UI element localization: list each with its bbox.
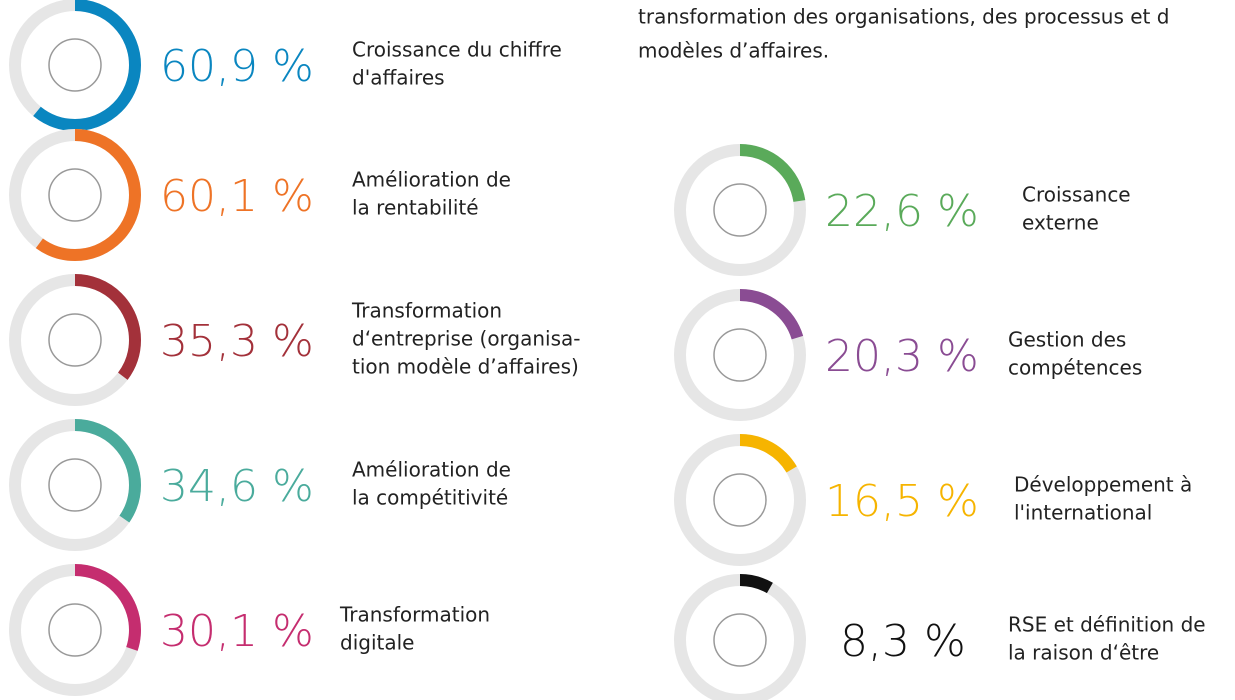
label-line: Croissance du chiffre (352, 38, 562, 62)
label-line: la rentabilité (352, 196, 479, 220)
label-line: la raison d‘être (1008, 641, 1159, 665)
label-line: d‘entreprise (organisa- (352, 327, 581, 351)
ring-arc (9, 274, 141, 406)
icon (713, 473, 767, 527)
percent: 60,9 % (160, 41, 314, 92)
percent: 8,3 % (840, 616, 966, 667)
percent: 34,6 % (160, 461, 314, 512)
percent: 30,1 % (160, 606, 314, 657)
label-line: Amélioration de (352, 168, 511, 192)
label-line: tion modèle d’affaires) (352, 355, 579, 379)
label-line: externe (1022, 211, 1099, 235)
label-line: Transformation (339, 603, 490, 627)
ring-arc (674, 434, 806, 566)
percent: 22,6 % (825, 186, 979, 237)
icon (48, 38, 102, 92)
ring-arc (674, 144, 806, 276)
label-line: RSE et définition de (1008, 613, 1206, 637)
icon (48, 313, 102, 367)
label-line: d'affaires (352, 66, 445, 90)
icon (713, 328, 767, 382)
ring-track (674, 574, 806, 700)
percent: 16,5 % (825, 476, 979, 527)
label-line: Amélioration de (352, 458, 511, 482)
percent: 60,1 % (160, 171, 314, 222)
percent: 20,3 % (825, 331, 979, 382)
label-line: Développement à (1014, 473, 1192, 497)
label-line: compétences (1008, 356, 1142, 380)
percent: 35,3 % (160, 316, 314, 367)
icon (48, 603, 102, 657)
label-line: Transformation (351, 299, 502, 323)
ring-arc (9, 129, 141, 261)
intro-line: modèles d’affaires. (638, 39, 829, 63)
ring-arc (9, 419, 141, 551)
icon (48, 458, 102, 512)
label-line: digitale (340, 631, 414, 655)
ring-arc (674, 289, 806, 421)
icon (48, 168, 102, 222)
ring-arc (674, 574, 806, 700)
icon (713, 183, 767, 237)
icon (713, 613, 767, 667)
intro-line: transformation des organisations, des pr… (638, 5, 1169, 29)
ring-arc (9, 0, 141, 131)
label-line: Croissance (1022, 183, 1131, 207)
ring-arc (9, 564, 141, 696)
label-line: Gestion des (1008, 328, 1126, 352)
label-line: l'international (1014, 501, 1152, 525)
label-line: la compétitivité (352, 486, 508, 510)
